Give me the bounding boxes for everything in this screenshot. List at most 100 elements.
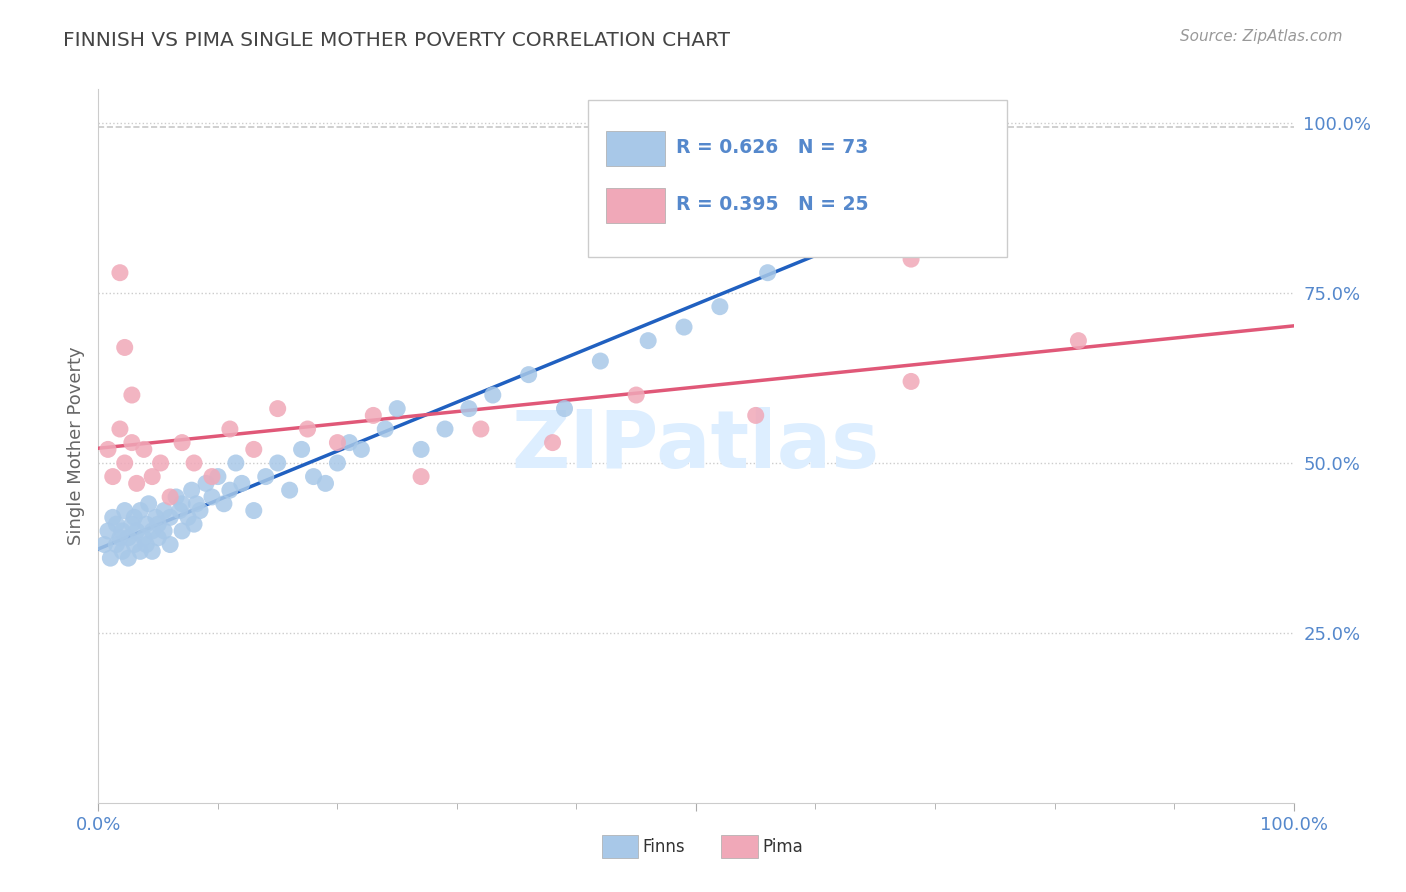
Point [201, 469, 224, 483]
Point [172, 524, 194, 538]
Point [108, 422, 131, 436]
Point [326, 435, 349, 450]
Point [129, 503, 152, 517]
Point [138, 497, 160, 511]
Point [183, 517, 205, 532]
Point [243, 503, 266, 517]
Point [135, 537, 157, 551]
Point [93, 537, 115, 551]
Point [541, 435, 564, 450]
Point [793, 238, 815, 252]
Point [97, 524, 120, 538]
Point [148, 531, 170, 545]
Point [108, 531, 131, 545]
FancyBboxPatch shape [589, 100, 1007, 257]
Point [153, 503, 176, 517]
Point [159, 490, 181, 504]
Point [114, 456, 136, 470]
Point [297, 422, 319, 436]
Text: FINNISH VS PIMA SINGLE MOTHER POVERTY CORRELATION CHART: FINNISH VS PIMA SINGLE MOTHER POVERTY CO… [63, 31, 730, 50]
Point [517, 368, 540, 382]
Point [165, 490, 187, 504]
Point [117, 551, 139, 566]
Point [114, 503, 136, 517]
Point [186, 497, 208, 511]
Point [315, 476, 337, 491]
Point [243, 442, 266, 457]
Point [129, 544, 152, 558]
Point [135, 517, 157, 532]
Point [159, 510, 181, 524]
Point [434, 422, 457, 436]
Point [195, 476, 218, 491]
Point [188, 503, 211, 517]
Point [125, 524, 148, 538]
Point [900, 252, 922, 266]
Point [626, 388, 648, 402]
Point [554, 401, 576, 416]
Text: Finns: Finns [643, 838, 685, 855]
Point [149, 456, 172, 470]
Point [183, 456, 205, 470]
Point [125, 476, 148, 491]
Point [111, 544, 134, 558]
Point [673, 320, 696, 334]
Point [124, 537, 146, 551]
Point [141, 544, 163, 558]
Point [363, 409, 385, 423]
Point [828, 198, 851, 212]
Point [254, 469, 277, 483]
Point [470, 422, 492, 436]
Point [709, 300, 731, 314]
Point [114, 341, 136, 355]
Point [385, 401, 409, 416]
Point [141, 524, 163, 538]
Text: ZIPatlas: ZIPatlas [512, 407, 880, 485]
Text: Source: ZipAtlas.com: Source: ZipAtlas.com [1180, 29, 1343, 44]
Point [145, 510, 167, 524]
Point [411, 469, 433, 483]
Point [302, 469, 325, 483]
Point [865, 170, 887, 185]
Text: Pima: Pima [762, 838, 803, 855]
Point [326, 456, 349, 470]
Point [121, 435, 143, 450]
Point [148, 517, 170, 532]
Point [111, 524, 134, 538]
Y-axis label: Single Mother Poverty: Single Mother Poverty [66, 347, 84, 545]
Point [121, 388, 143, 402]
Point [374, 422, 396, 436]
Point [177, 510, 200, 524]
Point [141, 469, 163, 483]
Point [159, 537, 181, 551]
Point [169, 503, 191, 517]
Point [153, 524, 176, 538]
FancyBboxPatch shape [606, 187, 665, 223]
Point [756, 266, 779, 280]
FancyBboxPatch shape [606, 130, 665, 166]
Point [1067, 334, 1090, 348]
Point [219, 422, 242, 436]
Point [172, 497, 194, 511]
Point [900, 375, 922, 389]
Point [117, 531, 139, 545]
Point [267, 456, 290, 470]
Point [225, 456, 247, 470]
Point [180, 483, 202, 498]
Text: R = 0.626   N = 73: R = 0.626 N = 73 [676, 138, 868, 157]
Point [101, 469, 124, 483]
Point [339, 435, 361, 450]
Point [98, 551, 122, 566]
Point [231, 476, 253, 491]
Point [121, 517, 143, 532]
Point [267, 401, 290, 416]
Point [291, 442, 314, 457]
Point [108, 266, 131, 280]
Point [212, 497, 235, 511]
Point [201, 490, 224, 504]
Point [97, 442, 120, 457]
Point [637, 334, 659, 348]
Point [458, 401, 481, 416]
Point [589, 354, 612, 368]
Point [278, 483, 301, 498]
